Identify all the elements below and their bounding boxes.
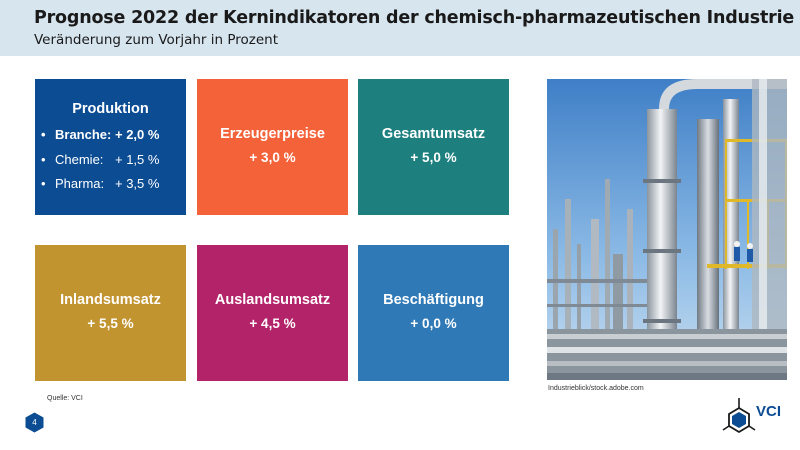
plant-illustration (547, 79, 787, 380)
tile-title: Inlandsumsatz (60, 292, 161, 308)
page-title: Prognose 2022 der Kernindikatoren der ch… (34, 8, 795, 28)
tile-value: + 3,0 % (249, 150, 296, 165)
list-item-chemie: • Chemie: + 1,5 % (41, 150, 186, 175)
page-number-badge: 4 (24, 412, 45, 433)
tile-auslandsumsatz: Auslandsumsatz + 4,5 % (197, 245, 348, 381)
tile-title: Beschäftigung (383, 292, 484, 308)
hexagon-icon (25, 412, 44, 433)
item-value: + 1,5 % (115, 151, 160, 167)
tile-value: + 5,0 % (410, 150, 457, 165)
item-value: + 2,0 % (114, 127, 160, 142)
bullet-icon: • (41, 127, 46, 142)
vci-logo: VCI (722, 396, 788, 440)
tile-erzeugerpreise: Erzeugerpreise + 3,0 % (197, 79, 348, 215)
page-subtitle: Veränderung zum Vorjahr in Prozent (34, 32, 279, 48)
tile-title: Produktion (72, 101, 149, 117)
tile-value: + 5,5 % (87, 316, 134, 331)
item-value: + 3,5 % (115, 176, 160, 191)
tile-beschaeftigung: Beschäftigung + 0,0 % (358, 245, 509, 381)
tile-value: + 4,5 % (249, 316, 296, 331)
page-number: 4 (32, 418, 37, 427)
tile-produktion: Produktion • Branche: + 2,0 % • Chemie: + 1… (35, 79, 186, 215)
produktion-list: • Branche: + 2,0 % • Chemie: + 1,5 % • Pharm… (35, 125, 186, 199)
logo-text: VCI (756, 403, 782, 420)
tile-title: Gesamtumsatz (381, 126, 486, 142)
tile-gesamtumsatz: Gesamtumsatz + 5,0 % (358, 79, 509, 215)
tile-value: + 0,0 % (410, 316, 457, 331)
hexagon-molecule-icon (722, 398, 756, 434)
item-label: Branche: (55, 127, 112, 142)
photo-credit: Industrieblick/stock.adobe.com (548, 385, 644, 392)
tile-inlandsumsatz: Inlandsumsatz + 5,5 % (35, 245, 186, 381)
item-label: Pharma: (55, 176, 105, 191)
tile-title: Erzeugerpreise (220, 126, 325, 142)
bullet-icon: • (41, 151, 46, 167)
list-item-branche: • Branche: + 2,0 % (41, 125, 186, 150)
header-band: Prognose 2022 der Kernindikatoren der ch… (0, 0, 800, 56)
item-label: Chemie: (55, 151, 104, 167)
industrial-plant-photo (547, 79, 787, 380)
tile-title: Auslandsumsatz (214, 292, 331, 308)
source-note: Quelle: VCI (47, 395, 83, 402)
list-item-pharma: • Pharma: + 3,5 % (41, 174, 186, 199)
bullet-icon: • (41, 176, 46, 191)
